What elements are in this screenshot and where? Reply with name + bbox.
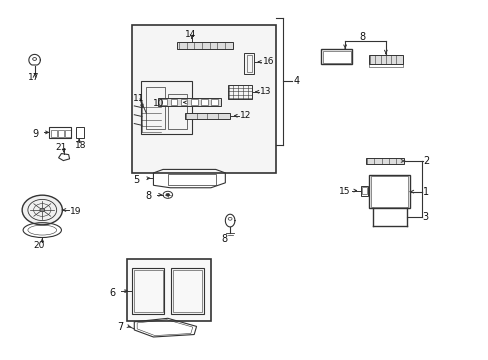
Text: 18: 18 — [75, 141, 86, 150]
Bar — [167, 94, 186, 129]
Bar — [370, 176, 407, 207]
Bar — [127, 259, 210, 321]
Bar — [167, 174, 215, 185]
Circle shape — [165, 193, 169, 196]
Text: 4: 4 — [293, 76, 299, 86]
Text: 2: 2 — [422, 156, 428, 166]
Text: 21: 21 — [55, 143, 66, 152]
Bar — [361, 187, 366, 194]
Text: 8: 8 — [145, 191, 151, 201]
Text: 3: 3 — [422, 212, 428, 222]
Bar — [321, 49, 351, 64]
Bar — [246, 55, 251, 72]
Text: 13: 13 — [260, 87, 271, 96]
Bar — [146, 86, 165, 129]
Bar — [184, 113, 230, 119]
Bar — [322, 50, 350, 63]
Circle shape — [40, 208, 44, 212]
Bar — [49, 127, 71, 138]
Bar — [177, 42, 232, 49]
Bar — [244, 53, 254, 74]
Text: 10: 10 — [153, 99, 164, 108]
Bar — [65, 130, 71, 137]
Bar — [368, 175, 409, 208]
Text: 12: 12 — [239, 111, 250, 120]
Bar — [132, 25, 275, 173]
Text: 19: 19 — [70, 207, 81, 216]
Bar — [201, 99, 207, 105]
Text: 11: 11 — [133, 94, 144, 103]
Text: 1: 1 — [422, 186, 428, 197]
Text: 8: 8 — [359, 32, 365, 42]
Bar — [170, 99, 177, 105]
Bar — [141, 81, 191, 134]
Text: 9: 9 — [33, 129, 39, 139]
Bar — [190, 99, 197, 105]
Bar — [76, 127, 84, 138]
Bar — [132, 268, 164, 314]
Bar — [210, 99, 217, 105]
Text: 16: 16 — [262, 57, 274, 66]
Bar — [171, 268, 203, 314]
Text: 5: 5 — [133, 175, 139, 185]
Text: 14: 14 — [184, 30, 196, 39]
Bar — [227, 85, 251, 99]
Text: 8: 8 — [221, 234, 227, 244]
Text: 7: 7 — [117, 323, 123, 333]
Text: 20: 20 — [34, 241, 45, 250]
Bar — [134, 270, 162, 312]
Bar — [158, 98, 220, 106]
Bar — [173, 270, 202, 312]
Bar — [160, 99, 167, 105]
Bar — [181, 99, 187, 105]
Bar — [365, 158, 403, 164]
Bar — [58, 130, 64, 137]
Text: 15: 15 — [338, 188, 350, 197]
Circle shape — [22, 195, 62, 225]
Bar — [360, 186, 367, 195]
Bar — [368, 64, 402, 67]
Text: 6: 6 — [109, 288, 115, 298]
Bar — [51, 130, 57, 137]
Bar — [368, 55, 402, 64]
Text: 17: 17 — [28, 73, 40, 82]
